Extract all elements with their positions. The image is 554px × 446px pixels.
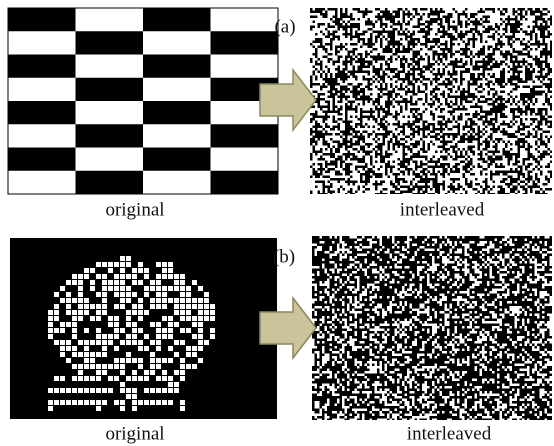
caption: original (105, 199, 164, 220)
panel-tag: (a) (274, 16, 295, 37)
interleaved-image (310, 8, 553, 196)
caption: interleaved (400, 199, 485, 220)
figure: (a) original interleaved (b) original in… (0, 0, 554, 446)
checkerboard-image (8, 8, 278, 194)
caption: original (105, 423, 164, 444)
panel-tag: (b) (273, 246, 295, 267)
caption: interleaved (407, 423, 492, 444)
interleaved-image (312, 236, 552, 421)
